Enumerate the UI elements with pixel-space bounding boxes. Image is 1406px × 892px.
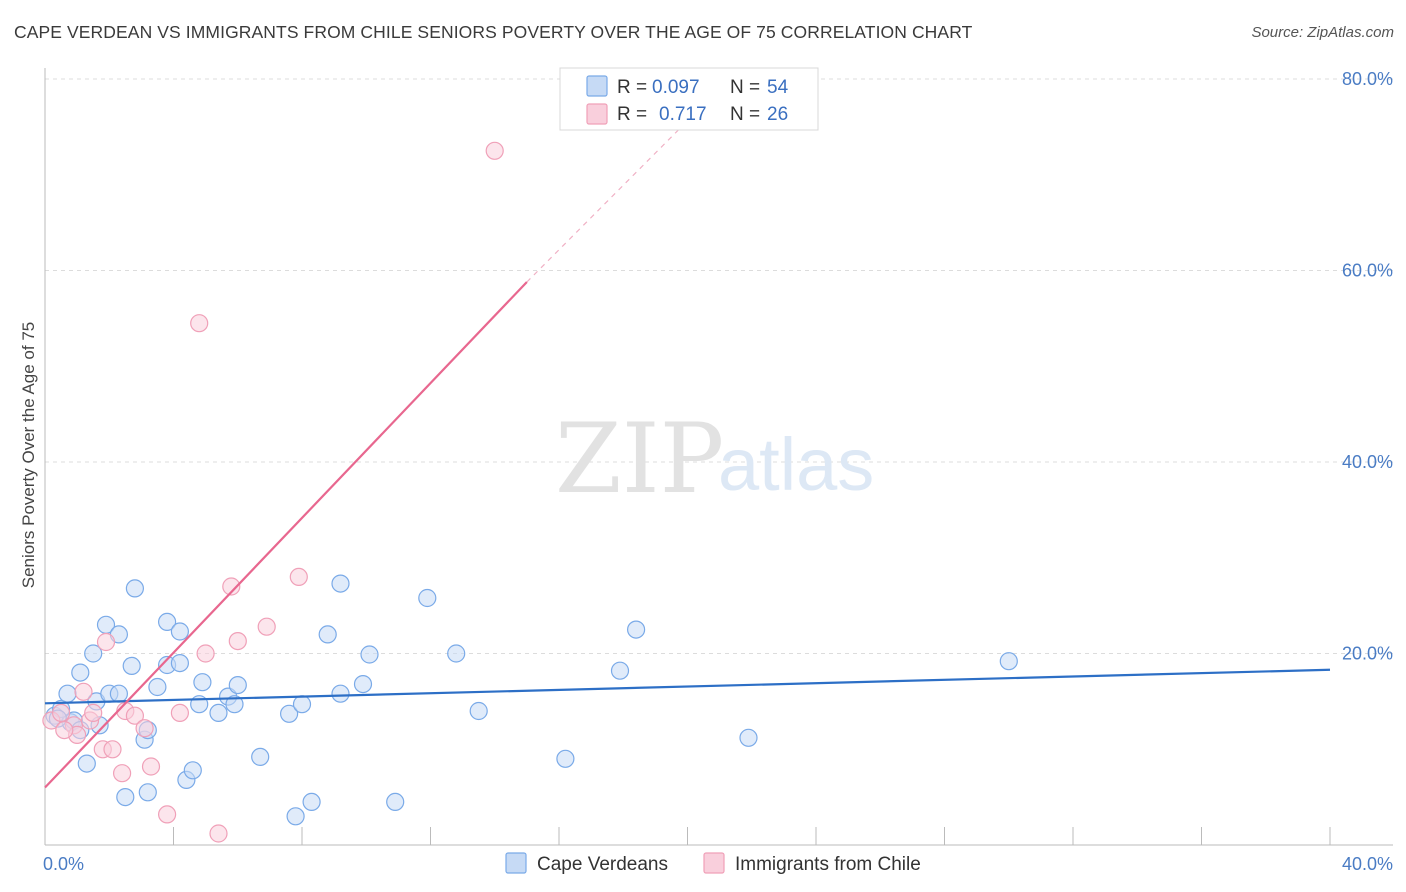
chile-point-23 [289,567,308,587]
y-tick-label-40: 40.0% [1342,452,1393,472]
cape-verdean-point-8 [84,644,103,663]
cape-verdean-point-19 [138,783,157,802]
cape-verdean-point-52 [999,652,1018,671]
chile-point-17 [190,314,209,333]
top-legend: R = 0.097 N = 54 R = 0.717 N = 26 [559,67,819,131]
bottom-legend: Cape Verdeans Immigrants from Chile [505,852,921,875]
cape-verdean-point-43 [360,645,379,664]
chile-point-10 [112,764,132,783]
legend-swatch-cape-verdeans [586,75,608,97]
chile-point-9 [103,740,122,759]
cape-verdean-point-49 [610,661,630,680]
legend-n-label-1: N = [730,77,760,98]
cape-verdean-point-27 [183,761,202,780]
bottom-legend-cape-verdeans: Cape Verdeans [537,854,668,875]
chile-point-1 [51,703,71,723]
cape-verdean-point-24 [170,622,189,641]
cape-verdean-point-17 [125,579,144,598]
chile-point-19 [209,824,228,843]
bottom-legend-chile: Immigrants from Chile [735,854,921,875]
bottom-legend-swatch-chile [703,852,725,874]
cape-verdean-point-22 [158,612,177,632]
cape-verdean-point-33 [228,675,247,695]
cape-verdean-point-15 [116,787,135,807]
points-layer [42,141,1018,843]
chile-point-25 [55,720,74,740]
bottom-legend-swatch-cape-verdeans [505,852,527,874]
watermark: ZIP atlas [555,403,874,515]
x-tick-label-40: 40.0% [1342,854,1393,874]
y-tick-labels: 20.0% 40.0% 60.0% 80.0% [1342,69,1393,664]
cape-verdean-point-44 [386,792,405,812]
cape-verdean-point-51 [739,728,758,747]
cape-verdean-point-46 [447,644,466,663]
chile-point-22 [257,617,276,636]
trend-layer [44,88,1331,789]
cape-verdean-point-34 [251,747,270,767]
x-tick-label-0: 0.0% [43,854,84,874]
chile-point-16 [170,703,189,723]
cape-verdean-point-16 [122,656,141,676]
cape-verdean-point-35 [280,704,299,723]
cape-verdean-point-48 [556,749,575,768]
chile-point-8 [96,632,116,652]
cape-verdean-point-32 [225,695,244,714]
cape-verdean-point-45 [418,588,437,608]
legend-n-value-1: 54 [767,77,789,98]
cape-verdean-point-29 [193,673,212,692]
y-tick-label-20: 20.0% [1342,644,1393,664]
chart-source: Source: ZipAtlas.com [1251,24,1394,41]
cape-verdean-point-30 [209,703,228,723]
watermark-atlas: atlas [718,423,874,506]
cape-verdean-point-42 [353,674,373,694]
cape-verdean-point-40 [331,684,350,703]
cape-verdean-point-14 [109,684,129,703]
chile-point-24 [485,141,504,160]
legend-n-label-2: N = [730,104,760,125]
cape-verdean-point-6 [71,663,90,682]
cape-verdean-trend-line [44,668,1331,705]
cape-verdean-point-39 [318,625,337,644]
y-tick-label-80: 80.0% [1342,69,1393,89]
legend-swatch-chile [586,103,608,125]
legend-r-value-2: 0.717 [659,104,707,125]
cape-verdean-point-37 [292,695,312,714]
chile-point-13 [135,719,154,738]
cape-verdean-point-47 [469,701,488,721]
chile-point-18 [196,644,215,663]
watermark-zip: ZIP [555,403,724,515]
y-tick-label-60: 60.0% [1342,261,1393,281]
legend-r-label-2: R = [617,104,647,125]
y-axis-label: Seniors Poverty Over the Age of 75 [19,322,38,588]
cape-verdean-point-21 [148,677,167,697]
gridlines [45,78,1393,654]
chile-point-4 [74,682,93,701]
x-tick-labels: 0.0% 40.0% [43,854,1393,874]
legend-r-label-1: R = [617,77,647,98]
cape-verdean-point-50 [626,620,646,639]
cape-verdean-point-36 [286,807,305,826]
cape-verdean-point-2 [58,684,77,703]
chile-point-14 [141,757,161,776]
chile-point-21 [228,631,247,651]
chile-point-20 [222,577,241,596]
cape-verdean-point-41 [331,574,350,593]
chile-trend-line [44,281,528,789]
legend-n-value-2: 26 [767,104,788,125]
chart-title: CAPE VERDEAN VS IMMIGRANTS FROM CHILE SE… [14,22,973,42]
cape-verdean-point-38 [302,792,321,812]
chile-point-12 [125,706,144,725]
legend-r-value-1: 0.097 [652,77,700,98]
cape-verdean-point-7 [77,754,96,773]
chile-point-6 [84,703,103,723]
cape-verdean-point-25 [170,653,189,673]
chile-point-15 [158,805,177,824]
